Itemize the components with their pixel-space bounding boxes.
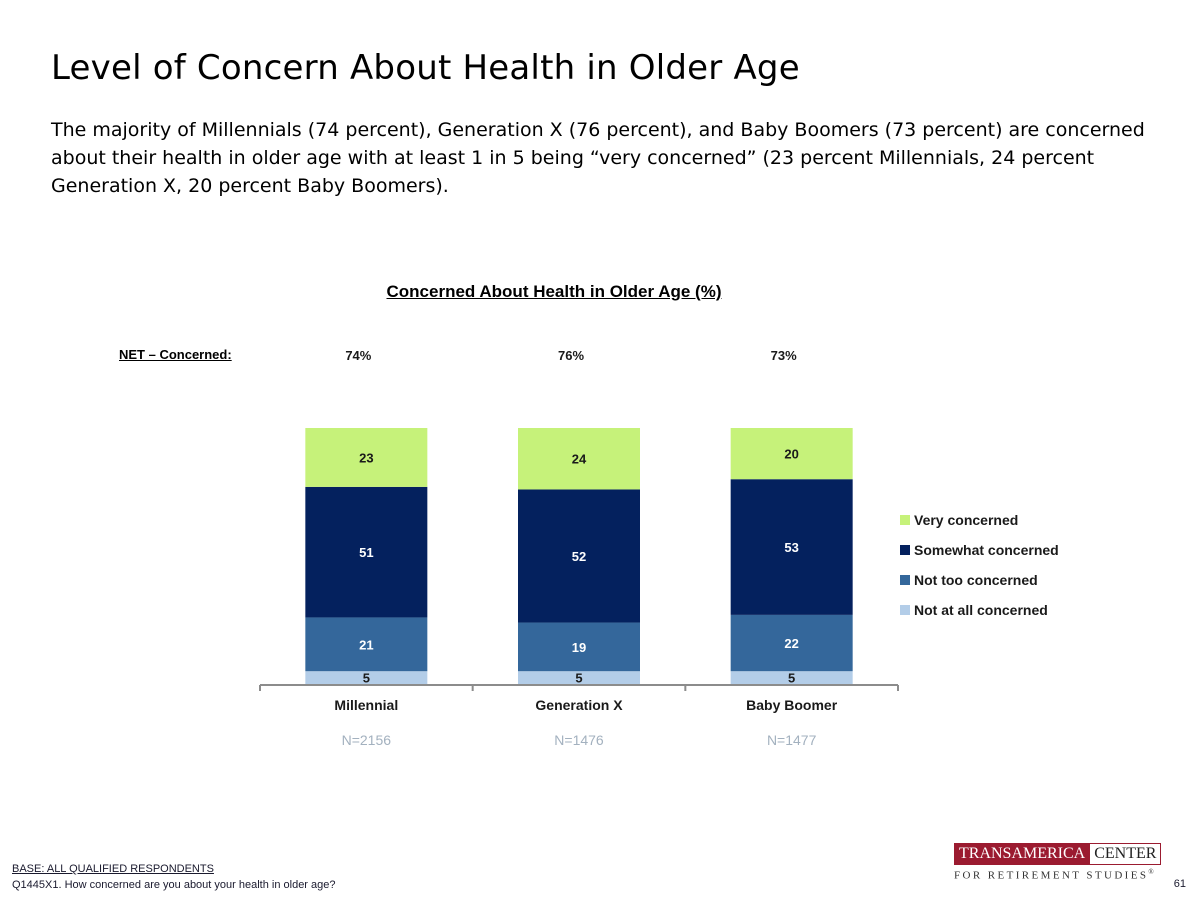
data-label: 5: [363, 671, 370, 686]
bar-segment: [518, 428, 640, 490]
category-label: Millennial: [334, 697, 398, 713]
net-concerned-label: NET – Concerned:: [119, 347, 232, 362]
logo-tagline: FOR RETIREMENT STUDIES®: [954, 868, 1154, 882]
bar-segment: [518, 671, 640, 684]
bar-segment: [305, 486, 428, 618]
legend-label: Very concerned: [914, 512, 1019, 528]
bar-segment: [305, 428, 428, 487]
logo-center-word: CENTER: [1090, 843, 1162, 865]
data-label: 5: [575, 671, 582, 686]
bar-segment: [305, 617, 428, 672]
bar-segment: [730, 614, 853, 672]
data-label: 22: [784, 636, 798, 651]
data-label: 51: [359, 545, 373, 560]
page-subtitle: The majority of Millennials (74 percent)…: [51, 119, 1145, 197]
legend-swatch: [900, 545, 910, 555]
legend-swatch: [900, 575, 910, 585]
legend-label: Not at all concerned: [914, 602, 1048, 618]
net-concerned-value: 76%: [558, 348, 584, 363]
data-label: 19: [572, 640, 586, 655]
footer-question-note: Q1445X1. How concerned are you about you…: [12, 879, 336, 891]
category-label: Baby Boomer: [746, 697, 838, 713]
legend-label: Somewhat concerned: [914, 542, 1059, 558]
net-concerned-value: 73%: [771, 348, 797, 363]
data-label: 53: [784, 540, 798, 555]
logo-wordmark: TRANSAMERICA: [954, 843, 1091, 865]
bar-segment: [305, 671, 428, 684]
data-label: 20: [784, 447, 798, 462]
chart-legend: Very concerned Somewhat concerned Not to…: [900, 505, 1059, 625]
data-label: 5: [788, 671, 795, 686]
sample-size-label: N=1476: [554, 732, 604, 748]
legend-item-very-concerned: Very concerned: [900, 505, 1059, 535]
net-concerned-value: 74%: [345, 348, 371, 363]
legend-label: Not too concerned: [914, 572, 1038, 588]
data-label: 24: [572, 452, 587, 467]
legend-item-not-at-all-concerned: Not at all concerned: [900, 595, 1059, 625]
page-number: 61: [1173, 878, 1186, 890]
sample-size-label: N=1477: [767, 732, 817, 748]
legend-swatch: [900, 605, 910, 615]
category-label: Generation X: [535, 697, 623, 713]
data-label: 52: [572, 549, 586, 564]
bar-segment: [730, 479, 853, 615]
bar-segment: [518, 489, 640, 623]
chart-title: Concerned About Health in Older Age (%): [386, 282, 722, 301]
bar-segment: [730, 671, 853, 684]
transamerica-logo: TRANSAMERICA CENTER FOR RETIREMENT STUDI…: [954, 843, 1164, 882]
legend-swatch: [900, 515, 910, 525]
sample-size-label: N=2156: [342, 732, 392, 748]
data-label: 23: [359, 450, 373, 465]
legend-item-somewhat-concerned: Somewhat concerned: [900, 535, 1059, 565]
data-label: 21: [359, 637, 373, 652]
legend-item-not-too-concerned: Not too concerned: [900, 565, 1059, 595]
bar-segment: [518, 622, 640, 672]
page-title: Level of Concern About Health in Older A…: [51, 48, 800, 88]
footer-base-note: BASE: ALL QUALIFIED RESPONDENTS: [12, 863, 214, 875]
bar-segment: [730, 428, 853, 480]
